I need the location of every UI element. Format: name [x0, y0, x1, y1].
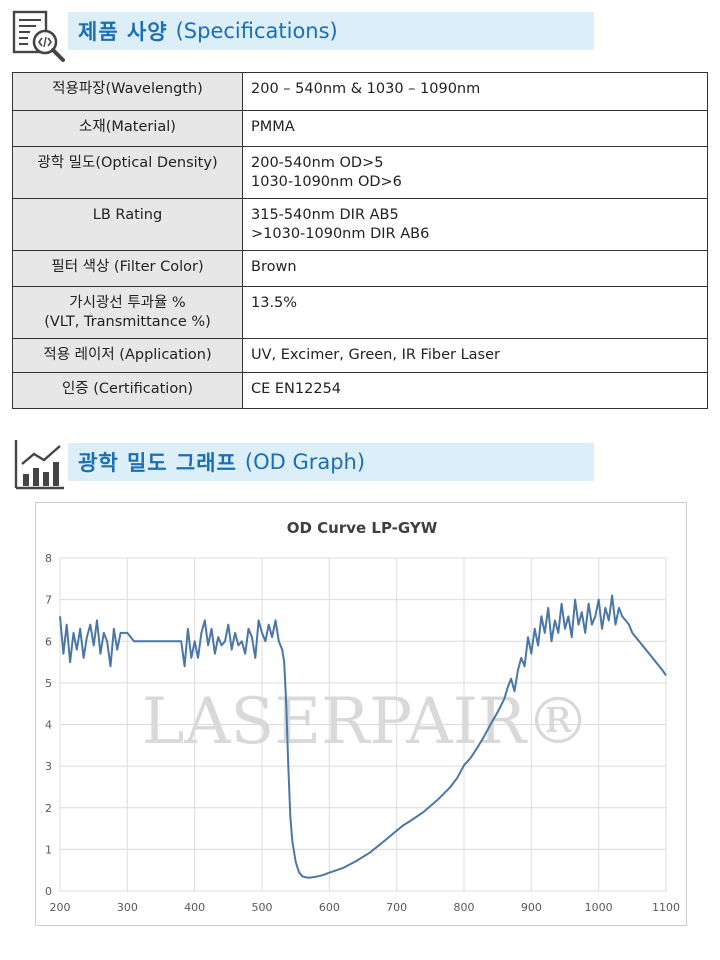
x-tick-label: 400	[184, 901, 205, 914]
graph-section-header: 광학 밀도 그래프 (OD Graph)	[12, 437, 602, 493]
spec-row: 필터 색상 (Filter Color) Brown	[12, 250, 708, 287]
spec-row: 인증 (Certification) CE EN12254	[12, 372, 708, 409]
spec-value-line: Brown	[251, 259, 297, 275]
spec-value: UV, Excimer, Green, IR Fiber Laser	[242, 338, 708, 373]
spec-row: LB Rating 315-540nm DIR AB5 >1030-1090nm D…	[12, 198, 708, 251]
spec-key-line: 광학 밀도(Optical Density)	[37, 155, 218, 171]
document-code-search-icon	[12, 9, 66, 63]
spec-value: CE EN12254	[242, 372, 708, 409]
spec-key-line: 인증 (Certification)	[61, 381, 194, 397]
spec-value-line: >1030-1090nm DIR AB6	[251, 226, 430, 242]
y-tick-label: 5	[45, 677, 52, 690]
spec-key-line: 소재(Material)	[79, 119, 176, 135]
spec-row: 소재(Material) PMMA	[12, 110, 708, 147]
spec-title-en: (Specifications)	[175, 19, 338, 43]
x-tick-label: 900	[521, 901, 542, 914]
graph-title-en: (OD Graph)	[244, 450, 366, 474]
y-tick-label: 0	[45, 885, 52, 898]
spec-key-line: (VLT, Transmittance %)	[44, 314, 211, 330]
spec-value-line: PMMA	[251, 119, 295, 135]
spec-section-header: 제품 사양 (Specifications)	[12, 8, 602, 64]
spec-value-line: 1030-1090nm OD>6	[251, 174, 402, 190]
y-tick-label: 6	[45, 635, 52, 648]
spec-key: 필터 색상 (Filter Color)	[12, 250, 243, 287]
spec-key-line: 필터 색상 (Filter Color)	[51, 259, 204, 275]
watermark: LASERPAIR®	[142, 685, 590, 759]
spec-key: 광학 밀도(Optical Density)	[12, 146, 243, 199]
spec-value-line: UV, Excimer, Green, IR Fiber Laser	[251, 347, 500, 363]
graph-title-band: 광학 밀도 그래프 (OD Graph)	[68, 443, 594, 481]
y-tick-label: 4	[45, 719, 52, 732]
spec-row: 가시광선 투과율 % (VLT, Transmittance %) 13.5%	[12, 286, 708, 339]
y-tick-label: 2	[45, 802, 52, 815]
spec-value: Brown	[242, 250, 708, 287]
spec-row: 적용파장(Wavelength) 200 – 540nm & 1030 – 109…	[12, 72, 708, 111]
od-curve-line	[59, 594, 667, 879]
spec-key-line: LB Rating	[92, 207, 163, 223]
spec-row: 광학 밀도(Optical Density) 200-540nm OD>5 1030…	[12, 146, 708, 199]
y-tick-label: 8	[45, 552, 52, 565]
spec-title-ko: 제품 사양	[78, 20, 168, 44]
spec-value-line: 200 – 540nm & 1030 – 1090nm	[251, 81, 481, 97]
x-tick-label: 300	[117, 901, 138, 914]
spec-value-line: 200-540nm OD>5	[251, 155, 384, 171]
spec-key-line: 가시광선 투과율 %	[69, 295, 186, 311]
spec-value: 200-540nm OD>5 1030-1090nm OD>6	[242, 146, 708, 199]
spec-key-line: 적용파장(Wavelength)	[52, 81, 203, 97]
x-tick-label: 500	[252, 901, 273, 914]
spec-value: 13.5%	[242, 286, 708, 339]
x-tick-label: 200	[50, 901, 71, 914]
spec-table: 적용파장(Wavelength) 200 – 540nm & 1030 – 109…	[12, 72, 708, 409]
graph-title-ko: 광학 밀도 그래프	[78, 451, 237, 475]
y-tick-label: 1	[45, 843, 52, 856]
spec-key: 적용파장(Wavelength)	[12, 72, 243, 111]
chart-title: OD Curve LP-GYW	[287, 519, 438, 537]
y-tick-label: 3	[45, 760, 52, 773]
bar-chart-trend-icon	[12, 438, 66, 492]
spec-key: 소재(Material)	[12, 110, 243, 147]
spec-value: 200 – 540nm & 1030 – 1090nm	[242, 72, 708, 111]
spec-value-line: CE EN12254	[251, 381, 342, 397]
spec-value-line: 13.5%	[251, 295, 298, 311]
spec-value: PMMA	[242, 110, 708, 147]
od-chart-frame: OD Curve LP-GYW LASERPAIR® 0 1 2 3 4 5 6 7 8 200 3…	[35, 502, 687, 926]
spec-key: 인증 (Certification)	[12, 372, 243, 409]
x-tick-label: 700	[386, 901, 407, 914]
spec-key: 적용 레이저 (Application)	[12, 338, 243, 373]
spec-row: 적용 레이저 (Application) UV, Excimer, Green, …	[12, 338, 708, 373]
y-tick-label: 7	[45, 594, 52, 607]
spec-value-line: 315-540nm DIR AB5	[251, 207, 399, 223]
spec-title-band: 제품 사양 (Specifications)	[68, 12, 594, 50]
spec-key: 가시광선 투과율 % (VLT, Transmittance %)	[12, 286, 243, 339]
od-chart: OD Curve LP-GYW LASERPAIR® 0 1 2 3 4 5 6 7 8 200 3…	[45, 519, 680, 914]
spec-key-line: 적용 레이저 (Application)	[43, 347, 212, 363]
x-tick-label: 1100	[652, 901, 680, 914]
spec-key: LB Rating	[12, 198, 243, 251]
x-tick-label: 800	[454, 901, 475, 914]
x-tick-label: 1000	[585, 901, 613, 914]
spec-value: 315-540nm DIR AB5 >1030-1090nm DIR AB6	[242, 198, 708, 251]
x-tick-label: 600	[319, 901, 340, 914]
